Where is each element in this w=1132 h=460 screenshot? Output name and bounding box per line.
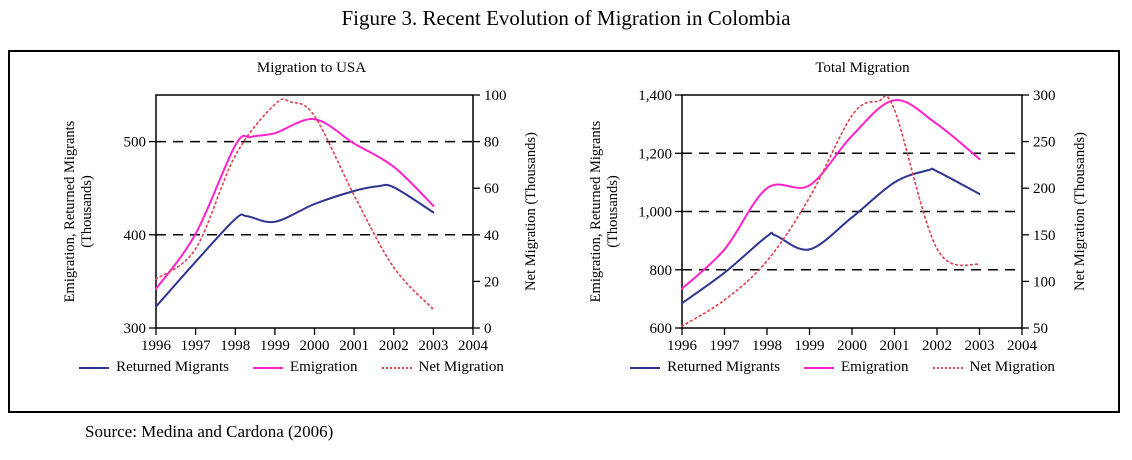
right-axis-tick-label: 0 <box>484 321 492 337</box>
legend-item-emigration: Emigration <box>253 359 358 376</box>
series-line-net-migration <box>681 95 981 327</box>
series-line-emigration <box>155 118 435 290</box>
x-axis-tick-label: 2001 <box>880 338 910 354</box>
right-axis-tick-label: 150 <box>1033 228 1056 244</box>
left-axis-label-line2: (Thousands) <box>605 175 621 248</box>
legend: Returned Migrants Emigration Net Migration <box>567 359 1118 376</box>
chart-title: Total Migration <box>815 60 910 76</box>
legend-item-net-migration: Net Migration <box>381 359 504 376</box>
right-axis-tick-label: 100 <box>484 88 507 104</box>
left-axis-tick-label: 800 <box>650 263 673 279</box>
x-axis-tick-label: 2003 <box>418 338 448 354</box>
plot-frame <box>155 94 474 329</box>
x-axis-tick-label: 1997 <box>710 338 741 354</box>
legend-line-sample <box>381 366 412 369</box>
series-line-returned-migrants <box>155 183 435 308</box>
legend-line-sample <box>79 366 110 369</box>
x-axis-tick-label: 2000 <box>837 338 867 354</box>
left-axis-tick-label: 600 <box>650 321 673 337</box>
x-axis-tick-label: 1996 <box>667 338 698 354</box>
left-axis-label-line1: Emigration, Returned Migrants <box>62 120 78 302</box>
series-line-returned-migrants <box>681 167 981 305</box>
legend-line-sample <box>630 366 661 369</box>
x-axis-tick-label: 2000 <box>300 338 330 354</box>
legend-label: Net Migration <box>418 359 504 375</box>
right-axis-tick-label: 60 <box>484 181 499 197</box>
right-axis-tick-label: 300 <box>1033 88 1056 104</box>
chart-title: Migration to USA <box>256 60 367 76</box>
migration-to-usa-plot: 300 400 500 0 20 40 60 80 100 1996 1997 1998 1999 200… <box>62 88 539 354</box>
right-axis-tick-label: 40 <box>484 228 499 244</box>
right-axis-tick-label: 80 <box>484 135 499 151</box>
x-axis-tick-label: 1998 <box>220 338 250 354</box>
left-axis-tick-label: 1,200 <box>638 146 672 162</box>
right-axis-tick-label: 250 <box>1033 135 1056 151</box>
right-axis-tick-label: 100 <box>1033 274 1056 290</box>
figure-frame: Migration to USA 300 400 500 0 20 40 60 80 100 19… <box>8 50 1120 413</box>
source-note: Source: Medina and Cardona (2006) <box>85 422 334 441</box>
legend: Returned Migrants Emigration Net Migration <box>16 359 567 376</box>
right-axis-tick-label: 50 <box>1033 321 1048 337</box>
legend-item-emigration: Emigration <box>804 359 909 376</box>
x-axis-tick-label: 2002 <box>379 338 409 354</box>
right-axis-tick-label: 20 <box>484 274 499 290</box>
x-axis-tick-label: 1997 <box>181 338 212 354</box>
chart-total-migration: Total Migration 600 800 1,000 1,200 1,400 50 1… <box>567 56 1118 411</box>
legend-line-sample <box>932 366 963 369</box>
left-axis-label-line1: Emigration, Returned Migrants <box>588 120 604 302</box>
left-axis-label-line2: (Thousands) <box>79 175 95 248</box>
x-axis-tick-label: 2004 <box>458 338 489 354</box>
legend-item-returned-migrants: Returned Migrants <box>79 359 229 376</box>
left-axis-tick-label: 500 <box>124 135 147 151</box>
legend-label: Emigration <box>841 359 909 375</box>
legend-item-returned-migrants: Returned Migrants <box>630 359 780 376</box>
x-axis-tick-label: 1998 <box>752 338 782 354</box>
legend-line-sample <box>253 366 283 369</box>
right-axis-label: Net Migration (Thousands) <box>1072 132 1088 291</box>
left-axis-tick-label: 1,000 <box>638 205 672 221</box>
x-axis-tick-label: 1999 <box>795 338 825 354</box>
x-axis-tick-label: 1996 <box>141 338 172 354</box>
left-axis-tick-label: 1,400 <box>638 88 672 104</box>
legend-label: Net Migration <box>969 359 1055 375</box>
chart-migration-to-usa: Migration to USA 300 400 500 0 20 40 60 80 100 19… <box>16 56 567 411</box>
right-axis-tick-label: 200 <box>1033 181 1056 197</box>
x-axis-tick-label: 1999 <box>260 338 290 354</box>
legend-label: Returned Migrants <box>667 359 780 375</box>
left-axis-tick-label: 300 <box>124 321 147 337</box>
left-axis-tick-label: 400 <box>124 228 147 244</box>
legend-label: Returned Migrants <box>116 359 229 375</box>
x-axis-tick-label: 2003 <box>965 338 995 354</box>
series-line-emigration <box>681 99 981 290</box>
legend-line-sample <box>804 366 834 369</box>
legend-label: Emigration <box>290 359 358 375</box>
x-axis-tick-label: 2004 <box>1007 338 1038 354</box>
figure-title: Figure 3. Recent Evolution of Migration … <box>341 6 791 30</box>
x-axis-tick-label: 2002 <box>922 338 952 354</box>
right-axis-label: Net Migration (Thousands) <box>523 132 539 291</box>
legend-item-net-migration: Net Migration <box>932 359 1055 376</box>
total-migration-plot: 600 800 1,000 1,200 1,400 50 100 150 200 250 300 19… <box>588 88 1088 354</box>
series-line-net-migration <box>155 98 435 311</box>
x-axis-tick-label: 2001 <box>339 338 369 354</box>
